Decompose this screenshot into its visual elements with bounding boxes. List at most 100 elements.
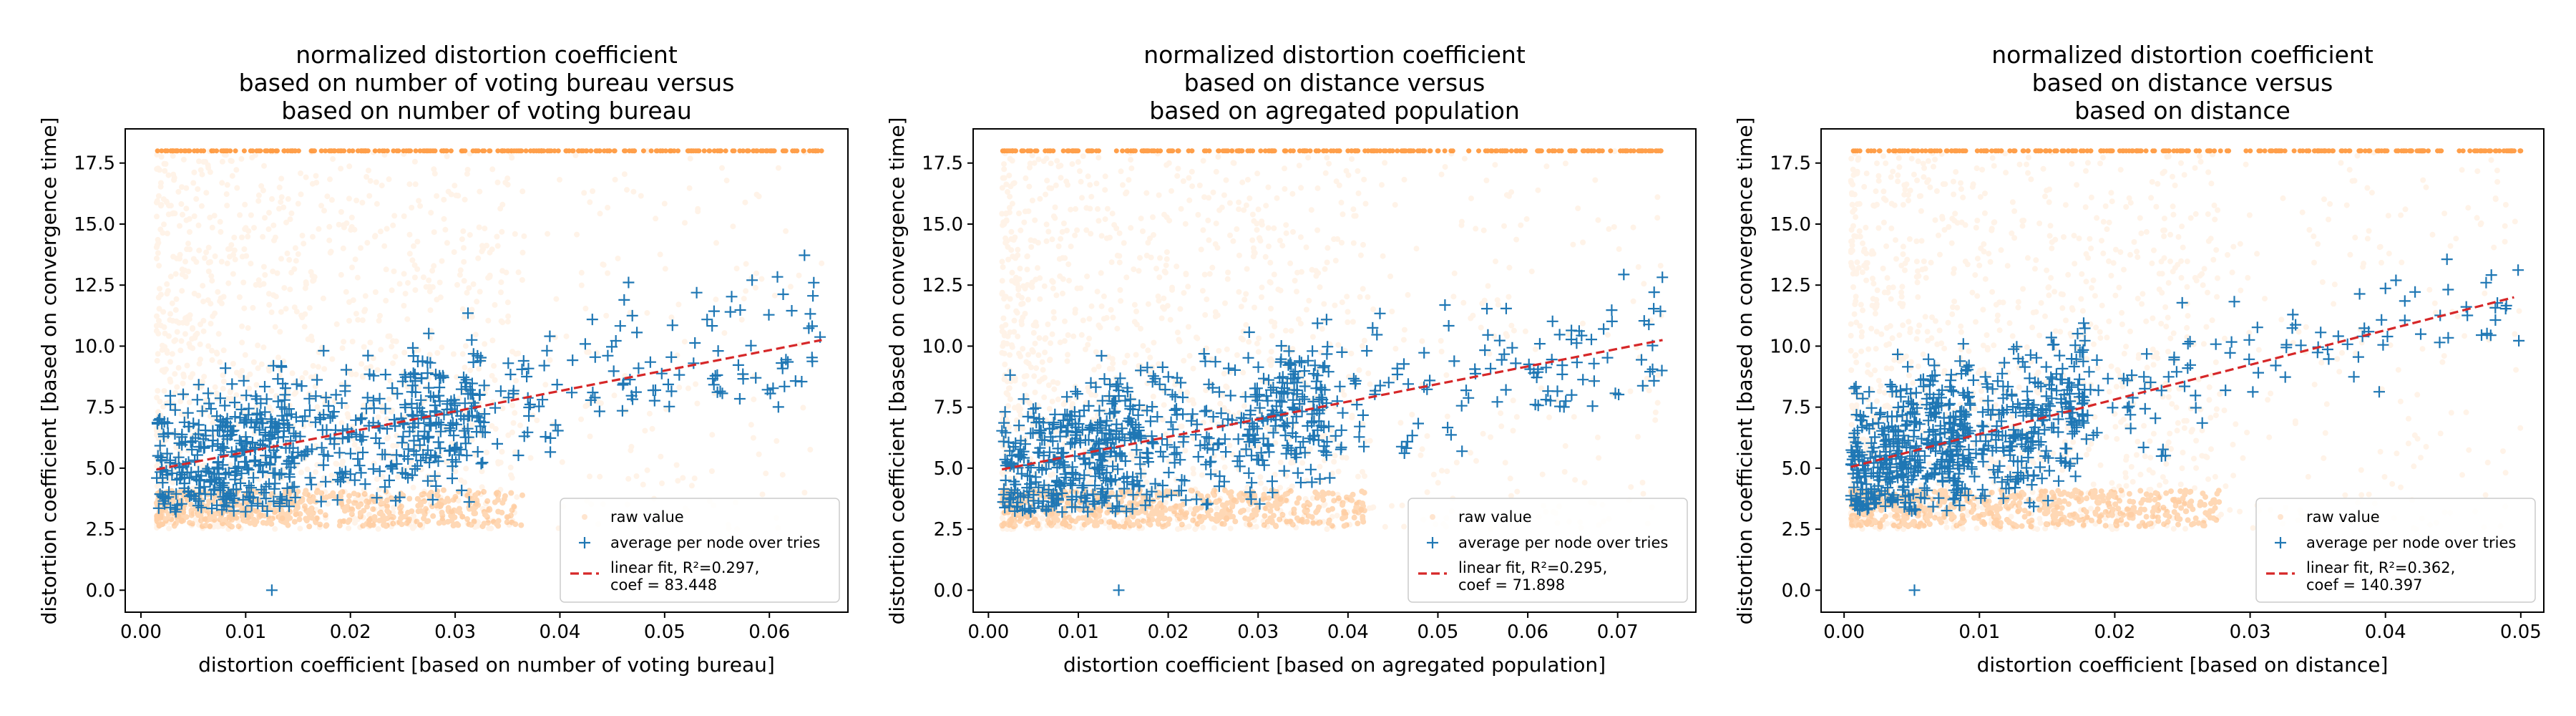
- raw-value-point: [1216, 148, 1221, 154]
- raw-value-point: [675, 148, 680, 154]
- raw-value-point: [212, 511, 218, 518]
- raw-value-point: [1268, 306, 1274, 311]
- raw-value-point: [1249, 211, 1256, 218]
- raw-value-point: [1028, 237, 1034, 243]
- average-marker: [159, 498, 171, 510]
- average-marker: [245, 500, 258, 512]
- raw-value-point: [1340, 211, 1346, 218]
- raw-value-point: [474, 523, 481, 529]
- raw-value-point: [195, 186, 201, 193]
- raw-value-point: [187, 246, 193, 253]
- raw-value-point: [280, 204, 287, 211]
- raw-value-point: [209, 278, 215, 284]
- raw-value-point: [389, 344, 395, 350]
- raw-value-point: [404, 316, 411, 322]
- raw-value-point: [154, 513, 160, 520]
- raw-value-point: [462, 343, 469, 349]
- raw-value-point: [180, 509, 187, 516]
- raw-value-point: [587, 473, 592, 480]
- raw-value-point: [439, 500, 446, 506]
- raw-value-point: [750, 435, 756, 441]
- raw-value-point: [1485, 283, 1491, 289]
- raw-value-point: [172, 371, 178, 377]
- raw-value-point: [1590, 377, 1596, 384]
- raw-value-point: [1137, 255, 1143, 261]
- raw-value-point: [445, 507, 452, 513]
- x-tick-label: 0.00: [120, 621, 162, 643]
- raw-value-point: [358, 494, 364, 500]
- raw-value-point: [1138, 216, 1144, 222]
- raw-value-point: [512, 231, 518, 237]
- raw-value-point: [1256, 335, 1262, 342]
- average-marker: [229, 411, 241, 423]
- raw-value-point: [164, 231, 170, 236]
- raw-value-point: [1255, 206, 1262, 213]
- raw-value-point: [612, 176, 618, 183]
- raw-value-point: [1018, 227, 1024, 233]
- raw-value-point: [999, 278, 1005, 284]
- raw-value-point: [462, 491, 469, 498]
- raw-value-point: [1145, 240, 1151, 246]
- raw-value-point: [787, 284, 794, 290]
- raw-value-point: [738, 316, 745, 323]
- raw-value-point: [439, 509, 445, 516]
- raw-value-point: [158, 202, 165, 208]
- raw-value-point: [615, 256, 621, 261]
- raw-value-point: [240, 279, 247, 286]
- raw-value-point: [154, 518, 160, 524]
- raw-value-point: [220, 521, 226, 527]
- raw-value-point: [1190, 365, 1196, 372]
- raw-value-point: [277, 329, 283, 335]
- raw-value-point: [587, 199, 593, 205]
- raw-value-point: [367, 522, 374, 528]
- raw-value-point: [349, 339, 356, 344]
- raw-value-point: [479, 505, 486, 512]
- raw-value-point: [1504, 333, 1511, 339]
- raw-value-point: [241, 305, 248, 311]
- raw-value-point: [323, 148, 328, 154]
- average-marker: [239, 456, 251, 468]
- raw-value-point: [1052, 215, 1058, 221]
- raw-value-point: [242, 201, 248, 208]
- raw-value-point: [1113, 226, 1120, 231]
- raw-value-point: [1049, 398, 1055, 405]
- raw-value-point: [1134, 520, 1141, 526]
- average-marker: [268, 495, 280, 508]
- raw-value-point: [759, 491, 766, 498]
- raw-value-point: [1114, 325, 1121, 332]
- raw-value-point: [348, 506, 355, 513]
- raw-value-point: [660, 148, 665, 154]
- raw-value-point: [547, 357, 553, 363]
- raw-value-point: [1136, 268, 1142, 274]
- raw-value-point: [1362, 200, 1369, 207]
- raw-value-point: [605, 205, 611, 211]
- raw-value-point: [1337, 148, 1342, 154]
- raw-value-point: [1029, 198, 1035, 203]
- raw-value-point: [174, 256, 180, 261]
- raw-value-point: [1523, 216, 1530, 222]
- raw-value-point: [603, 312, 610, 319]
- raw-value-point: [355, 503, 361, 510]
- raw-value-point: [202, 255, 208, 261]
- raw-value-point: [630, 188, 637, 195]
- raw-value-point: [752, 284, 758, 291]
- raw-value-point: [1195, 212, 1201, 218]
- raw-value-point: [600, 261, 606, 268]
- raw-value-point: [1508, 148, 1514, 154]
- raw-value-point: [404, 520, 410, 526]
- raw-value-point: [227, 246, 233, 252]
- raw-value-point: [1156, 512, 1163, 518]
- raw-value-point: [176, 319, 182, 326]
- raw-value-point: [475, 519, 482, 526]
- raw-value-point: [439, 500, 445, 507]
- raw-value-point: [401, 148, 406, 154]
- raw-value-point: [239, 513, 245, 519]
- raw-value-point: [308, 505, 315, 511]
- raw-value-point: [220, 372, 226, 378]
- raw-value-point: [234, 185, 240, 191]
- raw-value-point: [302, 490, 308, 497]
- raw-value-point: [1153, 266, 1159, 272]
- raw-value-point: [1240, 369, 1246, 376]
- raw-value-point: [723, 178, 730, 184]
- raw-value-point: [686, 185, 693, 191]
